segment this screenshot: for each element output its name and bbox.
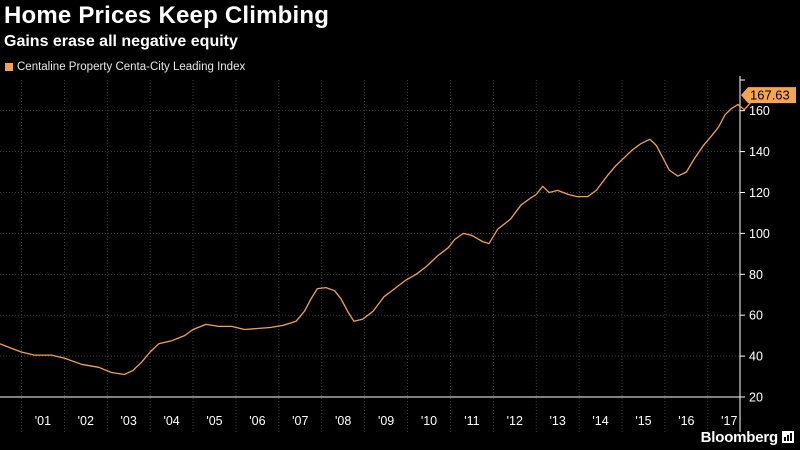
x-tick-label-13: '14: [592, 414, 608, 428]
y-tick-label-60: 60: [749, 309, 763, 323]
x-tick-label-0: '01: [35, 414, 51, 428]
x-tick-label-16: '17: [721, 414, 737, 428]
x-tick-label-12: '13: [550, 414, 566, 428]
x-tick-label-10: '11: [464, 414, 479, 428]
legend-label: Centaline Property Centa-City Leading In…: [17, 61, 246, 73]
last-value-badge: 167.63: [741, 87, 796, 104]
y-tick-label-160: 160: [749, 104, 770, 118]
chart-title: Home Prices Keep Climbing: [4, 2, 330, 29]
legend-swatch: [5, 63, 13, 71]
series-line-centaline-index: [0, 94, 756, 376]
x-tick-label-11: '12: [507, 414, 523, 428]
x-tick-label-3: '04: [163, 414, 179, 428]
x-tick-label-7: '08: [335, 414, 351, 428]
x-tick-label-5: '06: [249, 414, 265, 428]
y-tick-label-140: 140: [749, 145, 770, 159]
x-tick-label-4: '05: [206, 414, 222, 428]
x-tick-label-15: '16: [678, 414, 694, 428]
chart-subtitle: Gains erase all negative equity: [4, 33, 238, 50]
y-tick-label-20: 20: [749, 391, 763, 405]
bloomberg-logo: Bloomberg: [700, 429, 779, 446]
y-tick-label-80: 80: [749, 268, 763, 282]
bloomberg-bar-icon: [782, 431, 794, 443]
x-tick-label-2: '03: [121, 414, 137, 428]
x-tick-label-8: '09: [378, 414, 394, 428]
last-value-label: 167.63: [750, 88, 790, 103]
x-tick-label-1: '02: [78, 414, 94, 428]
x-tick-label-6: '07: [292, 414, 308, 428]
x-tick-label-14: '15: [635, 414, 651, 428]
y-tick-label-40: 40: [749, 350, 763, 364]
x-tick-label-9: '10: [421, 414, 437, 428]
y-tick-label-120: 120: [749, 186, 770, 200]
y-tick-label-100: 100: [749, 227, 770, 241]
last-value-badge-shape: [741, 87, 796, 104]
chart-legend: Centaline Property Centa-City Leading In…: [5, 61, 245, 73]
